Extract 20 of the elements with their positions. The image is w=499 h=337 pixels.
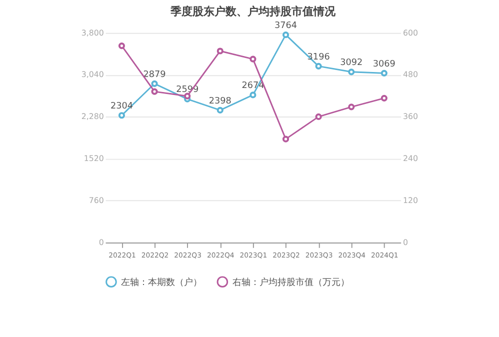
legend-label: 左轴：本期数（户） (121, 276, 202, 288)
y-tick-label: 760 (88, 196, 104, 206)
data-label: 3092 (340, 58, 363, 68)
data-label: 3069 (372, 59, 396, 70)
y2-tick-label: 480 (403, 70, 418, 80)
legend-label: 右轴：户均持股市值（万元） (232, 276, 350, 288)
y2-tick-label: 120 (403, 196, 418, 206)
chart-title: 季度股东户数、户均持股市值情况 (169, 5, 336, 18)
y-tick-label: 2,280 (81, 112, 104, 122)
y2-tick-label: 600 (403, 28, 418, 38)
y2-tick-label: 240 (403, 154, 418, 164)
y-tick-label: 0 (98, 238, 104, 247)
data-label: 2398 (208, 96, 232, 106)
y-tick-label: 3,800 (81, 28, 104, 38)
data-label: 2879 (143, 70, 166, 80)
data-label: 3764 (274, 20, 298, 31)
y-tick-label: 1520 (84, 154, 104, 164)
y-tick-label: 3,040 (81, 70, 104, 80)
y2-tick-label: 360 (403, 112, 418, 122)
y2-tick-label: 0 (403, 238, 408, 247)
